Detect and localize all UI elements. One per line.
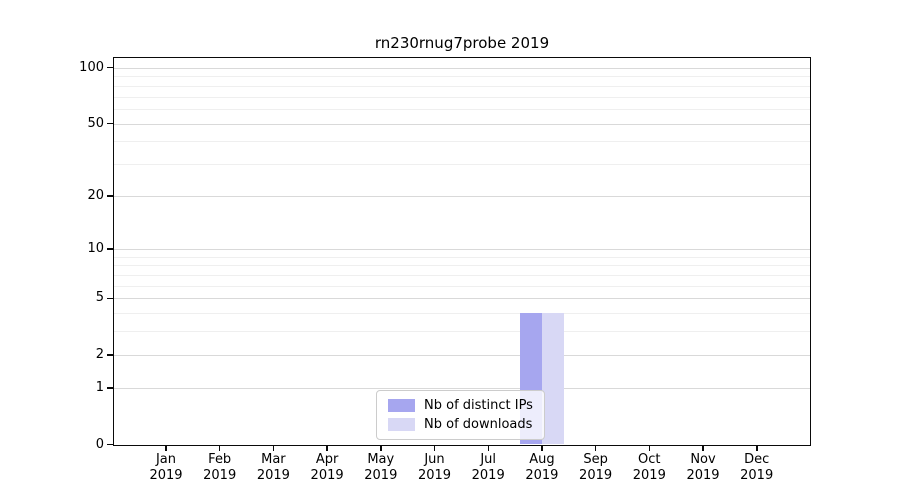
gridline-minor <box>114 274 810 276</box>
plot-area: Nb of distinct IPs Nb of downloads <box>113 57 811 446</box>
legend-swatch-distinct-ips-icon <box>388 399 415 412</box>
y-tick-mark <box>107 122 113 125</box>
x-tick-label-month: Feb <box>208 452 232 467</box>
legend-swatch-downloads-icon <box>388 418 415 431</box>
x-tick-label-month: Jan <box>155 452 177 467</box>
y-tick-label: 2 <box>95 346 104 362</box>
legend-item-downloads: Nb of downloads <box>388 417 533 432</box>
x-tick-label: Jun 2019 <box>403 452 467 484</box>
x-tick-label: Dec 2019 <box>725 452 789 484</box>
x-tick-label-month: Aug <box>529 452 555 467</box>
y-tick-mark <box>107 248 113 250</box>
gridline-minor <box>114 331 810 333</box>
x-tick-label-year: 2019 <box>149 468 183 483</box>
y-tick-label: 100 <box>79 59 104 75</box>
x-tick-mark <box>648 446 650 451</box>
x-tick-label-month: Jul <box>480 452 497 467</box>
y-tick-mark <box>107 297 113 299</box>
gridline-major <box>114 387 810 389</box>
x-tick-label-year: 2019 <box>525 468 559 483</box>
x-tick-label: Mar 2019 <box>241 452 305 484</box>
x-tick-label-month: Oct <box>638 452 661 467</box>
x-tick-label: Feb 2019 <box>188 452 252 484</box>
x-tick-mark <box>165 446 167 451</box>
x-tick-label: Sep 2019 <box>564 452 628 484</box>
gridline-minor <box>114 256 810 258</box>
y-tick-mark <box>107 354 113 356</box>
x-tick-label: Nov 2019 <box>671 452 735 484</box>
x-tick-label-year: 2019 <box>310 468 344 483</box>
gridline-major <box>114 248 810 250</box>
y-tick-label: 5 <box>95 290 104 306</box>
x-tick-label: Oct 2019 <box>617 452 681 484</box>
y-tick-label: 1 <box>95 379 104 395</box>
y-tick-mark <box>107 443 113 446</box>
x-tick-label: Aug 2019 <box>510 452 574 484</box>
y-tick-label: 10 <box>87 240 104 256</box>
x-tick-mark <box>541 446 543 451</box>
x-tick-mark <box>702 446 704 451</box>
x-tick-mark <box>218 446 221 451</box>
legend-item-distinct-ips: Nb of distinct IPs <box>388 398 533 413</box>
legend-label-downloads: Nb of downloads <box>424 417 533 432</box>
x-tick-label-year: 2019 <box>203 468 237 483</box>
x-tick-label-month: May <box>367 452 395 467</box>
x-tick-mark <box>594 446 597 451</box>
x-tick-label-month: Nov <box>690 452 716 467</box>
y-tick-label: 50 <box>87 115 104 131</box>
x-tick-label-year: 2019 <box>364 468 398 483</box>
x-tick-label-year: 2019 <box>471 468 505 483</box>
x-tick-mark <box>380 446 382 451</box>
x-tick-label-year: 2019 <box>740 468 774 483</box>
gridline-minor <box>114 96 810 98</box>
x-tick-mark <box>487 446 489 451</box>
chart-title: rn230rnug7probe 2019 <box>374 34 550 52</box>
x-tick-label-year: 2019 <box>579 468 613 483</box>
x-tick-label-year: 2019 <box>686 468 720 483</box>
x-tick-label-month: Jun <box>424 452 445 467</box>
x-tick-label-year: 2019 <box>417 468 452 483</box>
x-tick-label-month: Dec <box>744 452 770 467</box>
gridline-minor <box>114 285 810 287</box>
gridline-minor <box>114 164 810 166</box>
bar-downloads <box>541 313 564 445</box>
gridline-minor <box>114 108 810 110</box>
x-tick-label: Jul 2019 <box>456 452 520 484</box>
x-tick-mark <box>756 446 758 451</box>
y-tick-mark <box>107 195 113 197</box>
gridline-minor <box>114 141 810 143</box>
y-tick-label: 0 <box>95 436 104 452</box>
y-tick-mark <box>107 387 113 389</box>
x-tick-label-month: Mar <box>261 452 286 467</box>
gridline-major <box>114 195 810 197</box>
x-tick-label-year: 2019 <box>256 468 290 483</box>
x-tick-label: Apr 2019 <box>295 452 359 484</box>
gridline-minor <box>114 76 810 78</box>
x-tick-label-month: Sep <box>583 452 608 467</box>
legend: Nb of distinct IPs Nb of downloads <box>376 390 545 440</box>
gridline-minor <box>114 313 810 315</box>
x-tick-mark <box>326 446 328 451</box>
gridline-major <box>114 354 810 356</box>
x-tick-mark <box>433 446 436 451</box>
gridline-major <box>114 123 810 125</box>
legend-label-distinct-ips: Nb of distinct IPs <box>424 398 533 413</box>
x-tick-label-year: 2019 <box>632 468 666 483</box>
x-tick-mark <box>272 446 275 451</box>
x-tick-label: Jan 2019 <box>134 452 198 484</box>
gridline-minor <box>114 85 810 87</box>
gridline-major <box>114 67 810 69</box>
gridline-minor <box>114 265 810 267</box>
y-tick-label: 20 <box>87 187 104 203</box>
x-tick-label: May 2019 <box>349 452 413 484</box>
y-tick-mark <box>107 66 113 69</box>
x-tick-label-month: Apr <box>315 452 339 467</box>
gridline-major <box>114 298 810 300</box>
